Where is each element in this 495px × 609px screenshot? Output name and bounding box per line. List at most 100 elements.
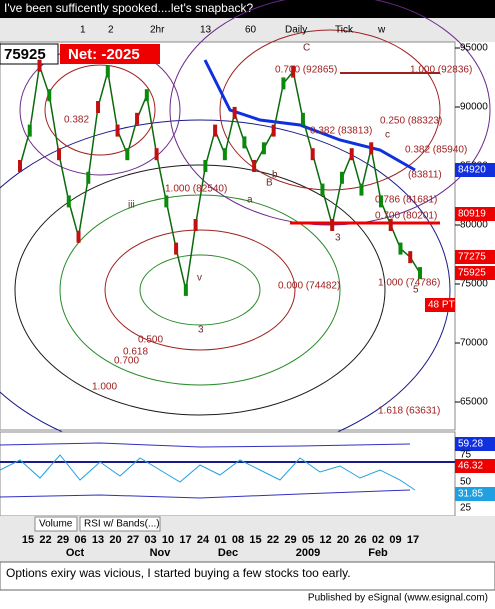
last-price: 75925	[4, 46, 46, 63]
candle	[320, 183, 325, 196]
date-label: 06	[74, 534, 86, 546]
caption-box	[0, 561, 495, 591]
price-label-box	[425, 298, 455, 312]
fib-label: 0.250 (88323)	[380, 116, 442, 127]
lower-band	[0, 489, 411, 499]
price-label: 84920	[458, 165, 486, 176]
candle	[86, 171, 91, 184]
wave-label: B	[266, 178, 273, 189]
candle	[203, 160, 208, 172]
date-label: 12	[319, 534, 331, 546]
fib-label: 1.618 (63631)	[378, 406, 440, 417]
toolbar	[0, 18, 495, 42]
date-label: 22	[39, 534, 51, 546]
toolbar-item[interactable]: Tick	[335, 25, 354, 36]
toolbar-item[interactable]: 60	[245, 25, 257, 36]
price-label: 48 PT	[428, 300, 455, 311]
indicator-scale: 75	[460, 450, 472, 461]
price-label-box	[455, 250, 495, 264]
date-label: 27	[127, 534, 139, 546]
month-label: Oct	[66, 547, 85, 559]
price-label-box	[455, 266, 495, 280]
wave-label: 3	[198, 325, 204, 336]
price-label-box	[455, 207, 495, 221]
date-label: 02	[372, 534, 384, 546]
wave-label: 5	[413, 285, 419, 296]
candle	[408, 251, 413, 264]
date-label: 08	[232, 534, 244, 546]
wave-label: c	[385, 130, 390, 141]
title-bar	[0, 0, 495, 18]
candle	[281, 77, 286, 90]
wave-label: v	[197, 273, 202, 284]
candle	[300, 112, 305, 125]
net-box	[60, 44, 160, 64]
candle	[378, 195, 383, 208]
date-label: 03	[144, 534, 156, 546]
toolbar-item[interactable]: 1	[80, 25, 86, 36]
date-label: 24	[197, 534, 210, 546]
candle	[359, 183, 364, 196]
date-label: 13	[92, 534, 104, 546]
indicator-label: 46.32	[458, 461, 483, 472]
toolbar-item[interactable]: 13	[200, 25, 212, 36]
date-label: 01	[214, 534, 226, 546]
candle	[291, 65, 296, 78]
candle	[398, 242, 403, 255]
candle	[261, 142, 266, 155]
indicator-scale: 50	[460, 477, 472, 488]
upper-band	[0, 442, 411, 448]
date-label: 15	[249, 534, 261, 546]
wave-label: iii	[128, 200, 135, 211]
y-tick-label: 65000	[460, 397, 488, 408]
candle	[96, 101, 101, 113]
tab-label[interactable]: Volume	[39, 519, 73, 530]
wave-label: C	[303, 43, 310, 54]
indicator-box	[455, 487, 495, 501]
tab[interactable]	[79, 516, 161, 532]
price-box	[0, 43, 59, 65]
date-axis	[0, 532, 495, 562]
tab[interactable]	[34, 516, 78, 532]
fib-label: 0.500	[138, 335, 163, 346]
moving-average	[203, 59, 416, 172]
candle	[66, 195, 71, 208]
candle	[115, 124, 120, 137]
toolbar-item[interactable]: 2hr	[150, 25, 165, 36]
candle	[349, 148, 354, 161]
candle	[339, 171, 344, 184]
date-label: 09	[389, 534, 401, 546]
y-tick-label: 80000	[460, 220, 488, 231]
footer: Published by eSignal (www.esignal.com)	[308, 593, 488, 604]
date-label: 20	[109, 534, 121, 546]
fib-label: 1.000 (92836)	[410, 65, 472, 76]
toolbar-item[interactable]: 2	[108, 25, 114, 36]
fib-label: 0.382 (85940)	[405, 145, 467, 156]
wave-label: 3	[335, 233, 341, 244]
fib-label: 0.618	[123, 347, 148, 358]
fib-label: 1.000 (82540)	[165, 184, 227, 195]
candle	[369, 142, 374, 155]
candle	[242, 136, 247, 149]
month-label: Feb	[368, 547, 388, 559]
candle	[47, 89, 52, 102]
fib-label: 0.000 (74482)	[278, 281, 340, 292]
candle	[57, 148, 62, 161]
fib-label: 0.700 (92865)	[275, 65, 337, 76]
title: I've been sufficently spooked....let's s…	[4, 1, 254, 15]
candle	[271, 124, 276, 137]
price-label-box	[455, 163, 495, 177]
indicator-label: 31.85	[458, 489, 483, 500]
indicator-label: 59.28	[458, 439, 483, 450]
fib-label: 0.382	[64, 115, 89, 126]
date-label: 17	[179, 534, 191, 546]
toolbar-item[interactable]: Daily	[285, 25, 307, 36]
tab-label[interactable]: RSI w/ Bands(...)	[84, 519, 160, 530]
fib-label: 0.382 (83813)	[310, 126, 372, 137]
candle	[27, 124, 32, 137]
toolbar-item[interactable]: w	[377, 25, 386, 36]
indicator-box	[455, 459, 495, 473]
y-tick-label: 75000	[460, 279, 488, 290]
